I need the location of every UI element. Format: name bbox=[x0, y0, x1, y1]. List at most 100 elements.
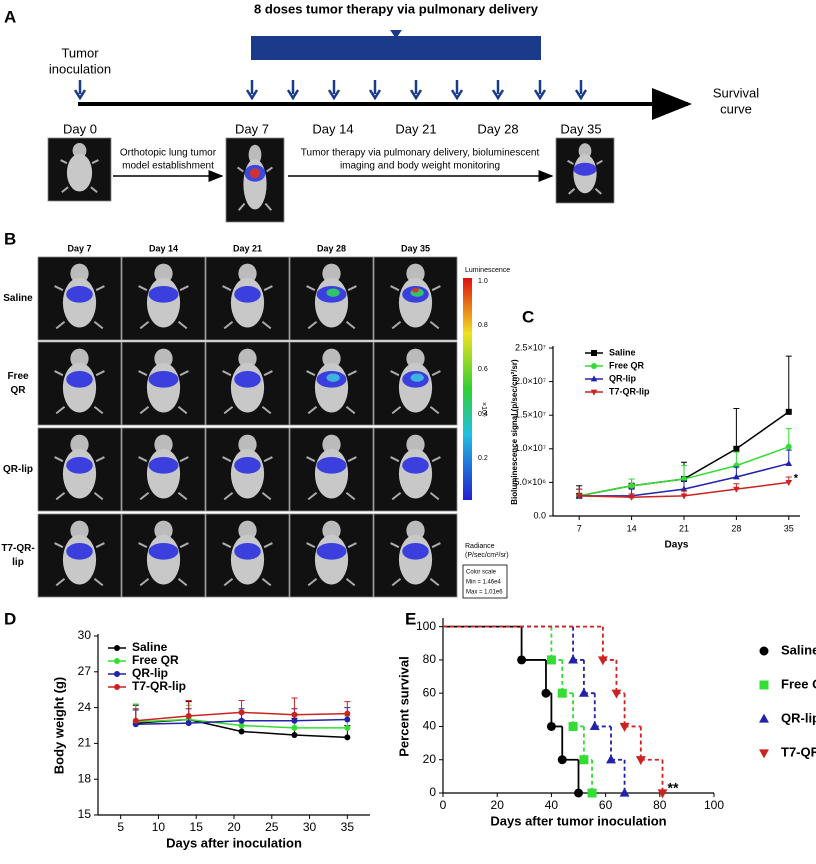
chart: C 0.0 5.0×10⁶ 1.0×10⁷ 1.5×10⁷ 2.0×10⁷ 2.5×10⁷ 7… bbox=[510, 307, 800, 551]
signal-spot bbox=[326, 373, 340, 382]
step-text: imaging and body weight monitoring bbox=[340, 161, 500, 172]
error-bar bbox=[785, 355, 792, 412]
data-point bbox=[635, 756, 646, 766]
mouse-limbs bbox=[222, 285, 273, 330]
y-tick-label: 60 bbox=[423, 685, 437, 699]
panel-a: A 8 doses tumor therapy via pulmonary de… bbox=[4, 1, 759, 223]
mouse-body bbox=[230, 534, 265, 585]
mouse-body bbox=[314, 534, 349, 585]
legend-label: T7-QR-lip bbox=[609, 386, 650, 396]
row-label: Saline bbox=[3, 293, 33, 304]
mouse-limbs bbox=[390, 285, 441, 330]
panel-label: D bbox=[4, 609, 16, 628]
data-point bbox=[591, 350, 597, 356]
mouse-head bbox=[322, 434, 341, 455]
mouse-head bbox=[406, 520, 425, 541]
row-label: Free bbox=[7, 371, 29, 382]
dose-arrow bbox=[245, 80, 259, 101]
color-scale-text: Max = 1.01e6 bbox=[466, 590, 503, 596]
mouse-limbs bbox=[54, 370, 105, 415]
significance-mark: * bbox=[794, 472, 799, 484]
data-point bbox=[597, 656, 608, 666]
mouse-head bbox=[248, 144, 262, 165]
mouse-head bbox=[238, 434, 257, 455]
y-tick-label: 30 bbox=[78, 628, 92, 642]
mouse-head bbox=[70, 520, 89, 541]
x-tick-label: 60 bbox=[599, 798, 613, 812]
y-tick-label: 20 bbox=[423, 752, 437, 766]
step-text: Tumor therapy via pulmonary delivery, bi… bbox=[301, 148, 540, 159]
color-scale-text: Min = 1.46e4 bbox=[466, 580, 502, 586]
data-point bbox=[238, 728, 245, 735]
legend-label: QR-lip bbox=[609, 373, 636, 383]
data-point bbox=[114, 658, 120, 664]
dose-arrow bbox=[73, 80, 87, 101]
mouse-head bbox=[72, 143, 87, 159]
dose-arrows bbox=[73, 80, 588, 101]
data-point bbox=[541, 688, 551, 698]
mouse-head bbox=[70, 263, 89, 284]
signal-spot bbox=[402, 457, 429, 474]
data-point bbox=[185, 720, 192, 727]
day-label: Day 0 bbox=[63, 121, 97, 136]
day-label: Day 14 bbox=[312, 121, 353, 136]
data-point bbox=[568, 721, 578, 731]
mouse-limbs bbox=[306, 542, 357, 587]
x-tick-label: 20 bbox=[227, 820, 241, 834]
y-axis-title: Bioluminescence signal (p/sec/cm²/sr) bbox=[510, 359, 519, 505]
colorbar-radiance: (P/sec/cm²/sr) bbox=[465, 552, 509, 559]
dose-arrow bbox=[491, 80, 505, 101]
data-point bbox=[344, 734, 351, 741]
mouse-body bbox=[398, 534, 433, 585]
signal-spot bbox=[410, 373, 424, 382]
data-point bbox=[733, 473, 740, 480]
y-tick-label: 0.0 bbox=[533, 510, 546, 520]
dose-arrow bbox=[450, 80, 464, 101]
data-point bbox=[291, 732, 298, 739]
y-tick-label: 24 bbox=[78, 700, 92, 714]
legend-label: Saline bbox=[781, 642, 816, 657]
data-point bbox=[619, 787, 630, 797]
end-label: curve bbox=[720, 101, 752, 116]
x-axis-title: Days after inoculation bbox=[166, 835, 302, 850]
data-point bbox=[578, 687, 589, 697]
signal-spot bbox=[66, 543, 93, 560]
legend-label: Free QR bbox=[609, 360, 645, 370]
column-label: Day 28 bbox=[317, 243, 346, 253]
x-tick-label: 25 bbox=[265, 820, 279, 834]
x-tick-label: 15 bbox=[190, 820, 204, 834]
legend-label: Saline bbox=[609, 347, 636, 357]
day-label: Day 21 bbox=[395, 121, 436, 136]
signal-spot bbox=[326, 288, 340, 297]
data-point bbox=[657, 789, 668, 799]
data-point bbox=[785, 408, 792, 415]
y-tick-label: 5.0×10⁶ bbox=[515, 477, 547, 487]
mouse-head bbox=[238, 520, 257, 541]
data-point bbox=[114, 671, 120, 677]
row-label: T7-QR- bbox=[1, 543, 34, 554]
mouse-head bbox=[322, 263, 341, 284]
mouse-head bbox=[154, 263, 173, 284]
mouse-limbs bbox=[54, 285, 105, 330]
data-point bbox=[568, 654, 579, 664]
data-point bbox=[759, 680, 769, 690]
data-point bbox=[590, 389, 598, 396]
column-label: Day 21 bbox=[233, 243, 262, 253]
mouse-head bbox=[70, 434, 89, 455]
mouse-limbs bbox=[306, 285, 357, 330]
mouse-limbs bbox=[390, 542, 441, 587]
legend-label: QR-lip bbox=[132, 666, 168, 680]
row-label: QR-lip bbox=[3, 464, 33, 475]
mouse-limbs bbox=[138, 456, 189, 501]
data-point bbox=[291, 724, 298, 731]
colorbar-tick: 0.4 bbox=[478, 411, 488, 418]
y-tick-label: 21 bbox=[78, 736, 92, 750]
legend-label: QR-lip bbox=[781, 710, 816, 725]
data-point bbox=[733, 445, 740, 452]
data-point bbox=[238, 722, 245, 729]
y-axis-title: Body weight (g) bbox=[51, 677, 66, 775]
step-text: model establishment bbox=[122, 161, 214, 172]
mouse-limbs bbox=[54, 542, 105, 587]
mouse-body bbox=[146, 534, 181, 585]
